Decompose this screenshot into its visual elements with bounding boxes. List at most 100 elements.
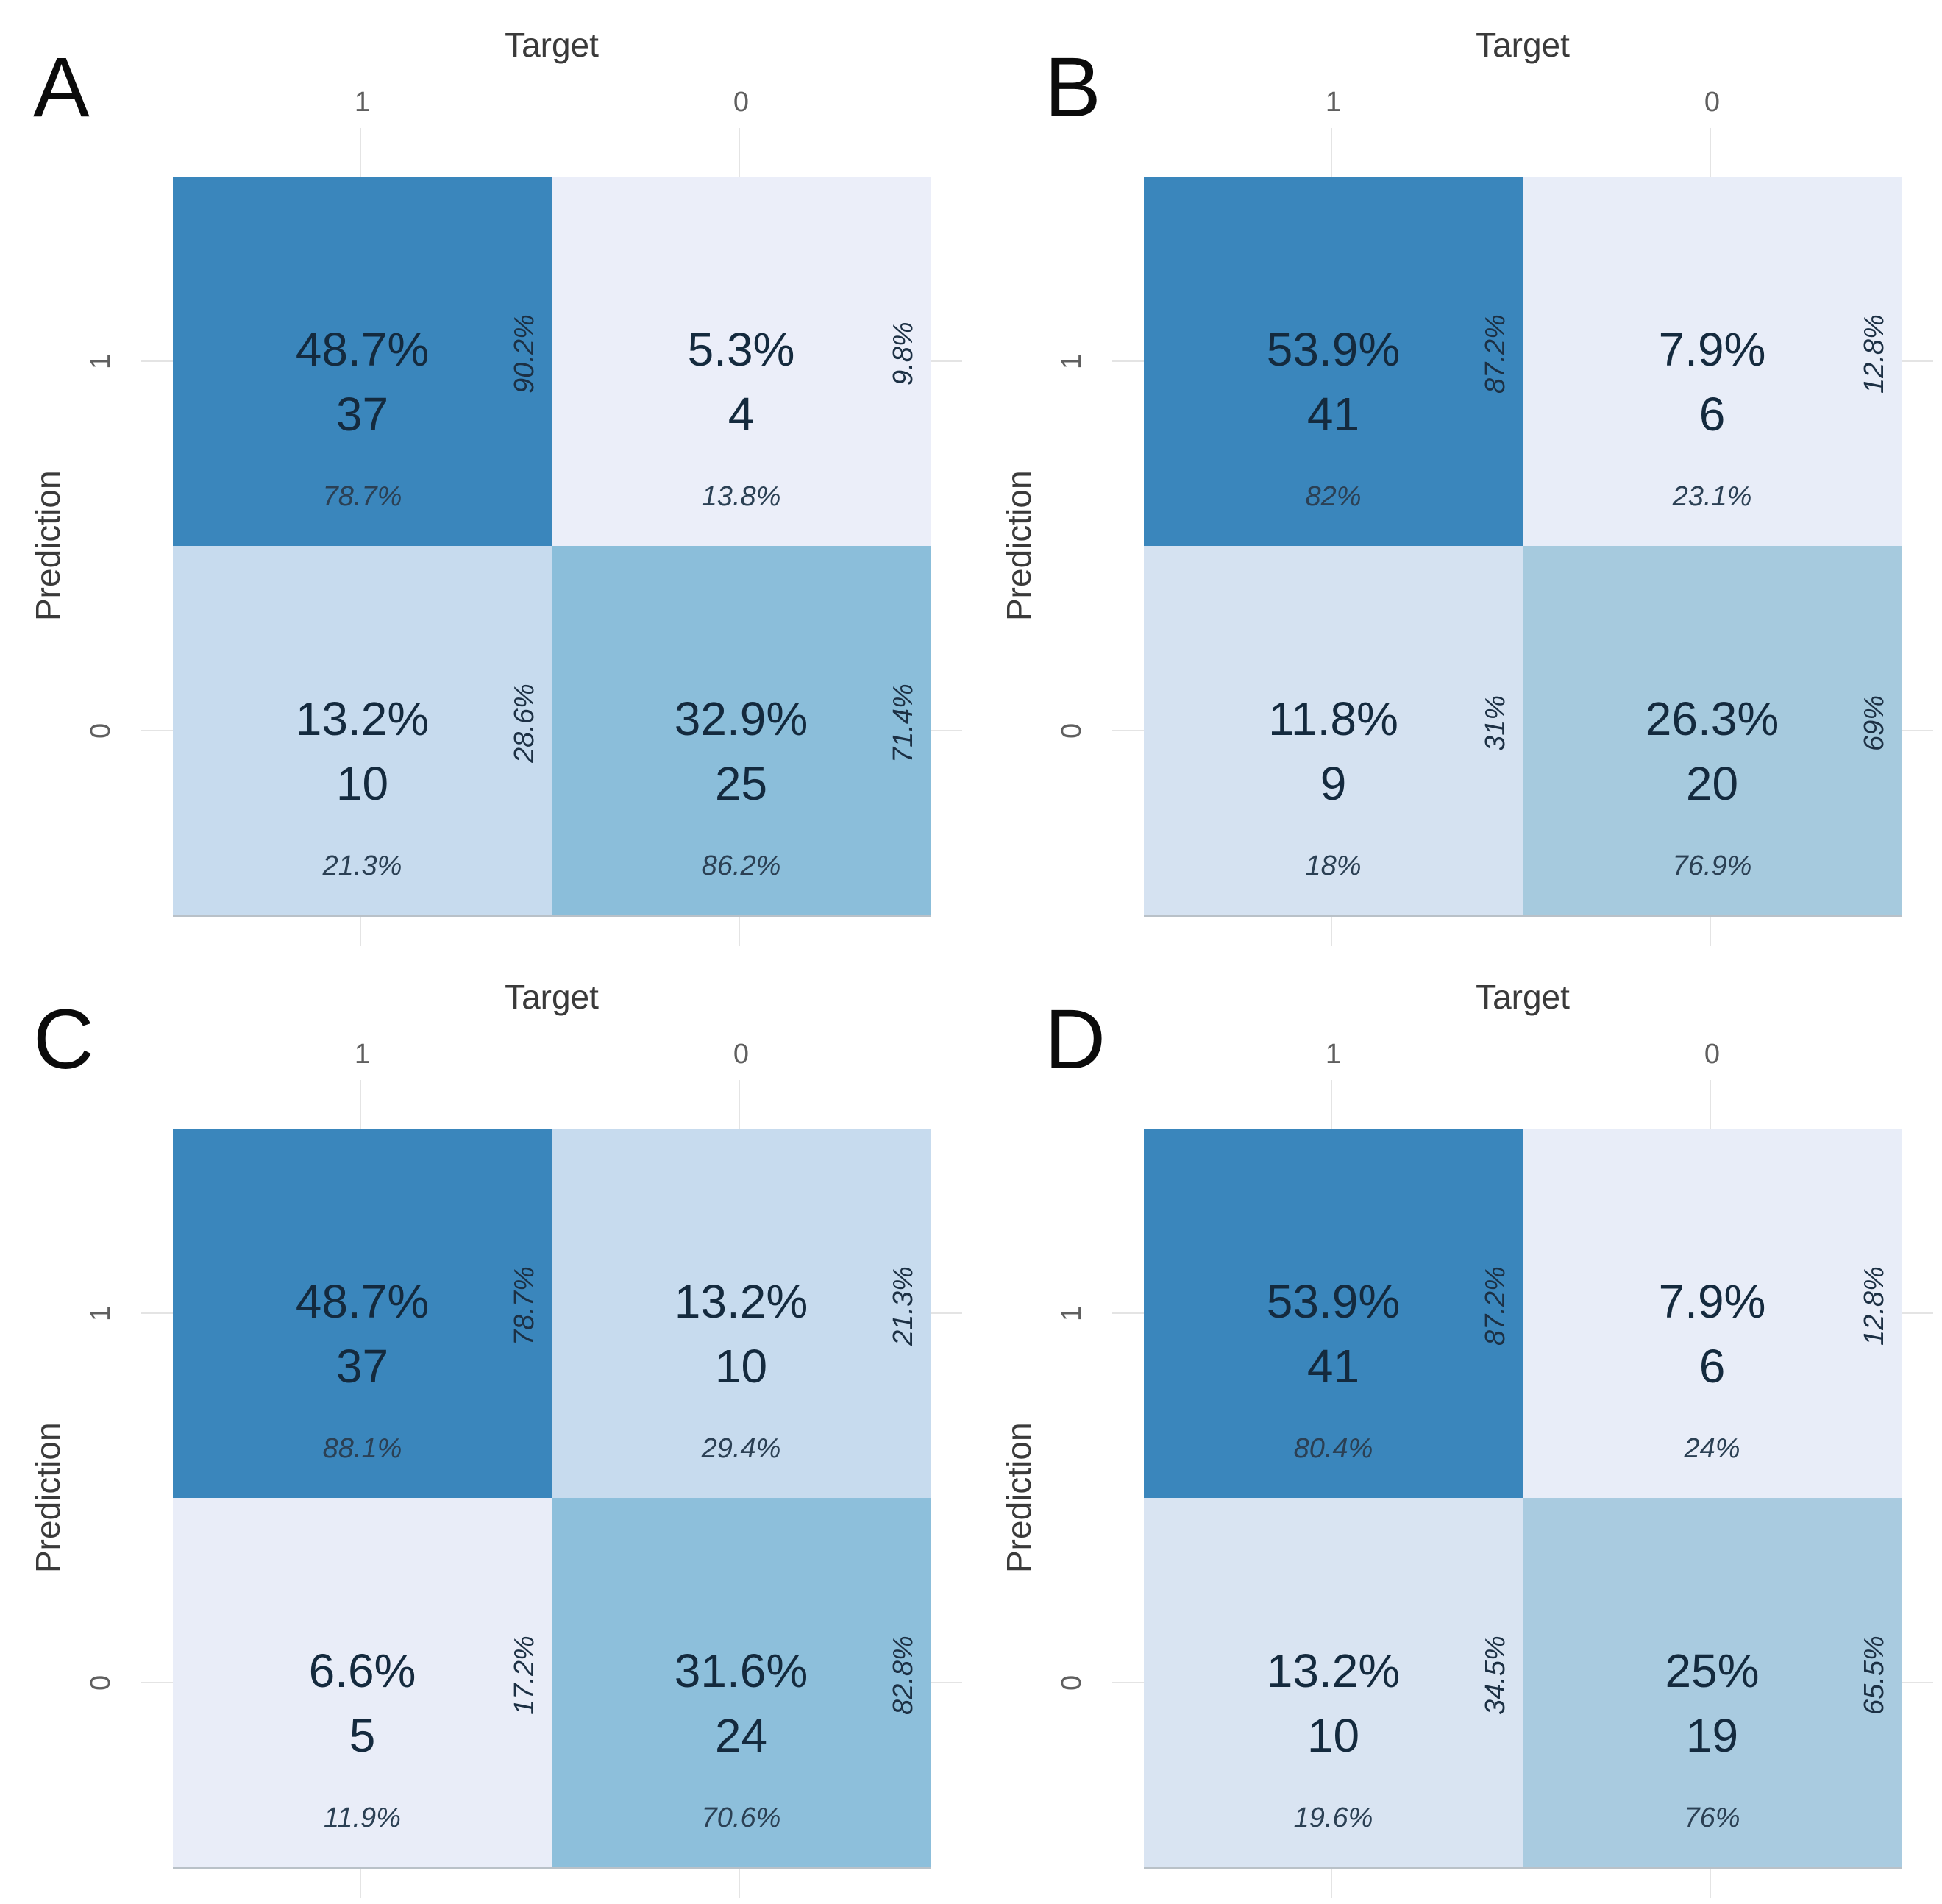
panel-b: B Target 1 0 Prediction 1 0 53.9% 41 87.…: [971, 0, 1942, 952]
matrix-cell: 48.7% 37 78.7% 88.1%: [173, 1129, 552, 1498]
matrix-cell: 31.6% 24 82.8% 70.6%: [552, 1498, 931, 1867]
matrix-cell: 48.7% 37 90.2% 78.7%: [173, 177, 552, 546]
matrix-cell: 25% 19 65.5% 76%: [1523, 1498, 1902, 1867]
axis-tick: [1112, 730, 1144, 731]
cell-percentage: 26.3%: [1645, 692, 1779, 745]
matrix-cell: 26.3% 20 69% 76.9%: [1523, 546, 1902, 915]
matrix-cell: 13.2% 10 28.6% 21.3%: [173, 546, 552, 915]
cell-row-share: 71.4%: [888, 683, 919, 763]
panel-label: D: [1045, 992, 1106, 1087]
axis-tick: [1710, 1869, 1711, 1898]
col-tick-label: 0: [1704, 1039, 1721, 1070]
matrix-cell: 6.6% 5 17.2% 11.9%: [173, 1498, 552, 1867]
x-axis-title: Target: [1476, 26, 1570, 64]
row-tick-label: 1: [1056, 353, 1087, 369]
axis-tick: [1331, 1869, 1332, 1898]
confusion-matrix: 53.9% 41 87.2% 82% 7.9% 6 12.8% 23.1% 11…: [1144, 177, 1902, 917]
col-tick-label: 1: [1325, 1039, 1342, 1070]
axis-tick: [360, 128, 361, 177]
cell-row-share: 65.5%: [1859, 1635, 1890, 1715]
y-axis-title: Prediction: [29, 1422, 67, 1574]
axis-tick: [739, 128, 740, 177]
cell-count: 37: [335, 388, 389, 441]
panel-label: C: [33, 992, 95, 1087]
matrix-cell: 7.9% 6 12.8% 23.1%: [1523, 177, 1902, 546]
cell-percentage: 5.3%: [687, 323, 795, 376]
cell-count: 24: [714, 1709, 768, 1762]
cell-row-share: 82.8%: [888, 1635, 919, 1715]
x-axis-title: Target: [505, 978, 599, 1016]
cell-percentage: 53.9%: [1266, 323, 1401, 376]
axis-tick: [1112, 1312, 1144, 1314]
cell-count: 6: [1699, 388, 1726, 441]
confusion-matrix: 48.7% 37 90.2% 78.7% 5.3% 4 9.8% 13.8% 1…: [173, 177, 931, 917]
axis-tick: [1331, 917, 1332, 946]
axis-tick: [1710, 917, 1711, 946]
cell-count: 41: [1306, 388, 1360, 441]
panel-d: D Target 1 0 Prediction 1 0 53.9% 41 87.…: [971, 952, 1942, 1904]
y-axis-title: Prediction: [1000, 1422, 1038, 1574]
cell-row-share: 78.7%: [509, 1266, 540, 1346]
panel-label: A: [33, 40, 90, 135]
col-tick-label: 0: [1704, 87, 1721, 118]
axis-tick: [739, 917, 740, 946]
axis-tick: [141, 1682, 173, 1683]
row-tick-label: 0: [1056, 1674, 1087, 1691]
cell-row-share: 17.2%: [509, 1635, 540, 1715]
matrix-cell: 53.9% 41 87.2% 82%: [1144, 177, 1523, 546]
cell-percentage: 32.9%: [674, 692, 808, 745]
cell-count: 10: [1306, 1709, 1360, 1762]
cell-percentage: 7.9%: [1658, 323, 1766, 376]
y-axis-title: Prediction: [29, 470, 67, 622]
cell-col-share: 21.3%: [322, 850, 402, 881]
row-tick-label: 1: [1056, 1305, 1087, 1321]
confusion-matrix: 53.9% 41 87.2% 80.4% 7.9% 6 12.8% 24% 13…: [1144, 1129, 1902, 1869]
panel-c: C Target 1 0 Prediction 1 0 48.7% 37 78.…: [0, 952, 971, 1904]
cell-row-share: 28.6%: [509, 683, 540, 763]
confusion-matrix: 48.7% 37 78.7% 88.1% 13.2% 10 21.3% 29.4…: [173, 1129, 931, 1869]
axis-tick: [739, 1869, 740, 1898]
cell-col-share: 13.8%: [701, 481, 781, 512]
cell-col-share: 76%: [1684, 1802, 1740, 1833]
axis-tick: [739, 1080, 740, 1129]
col-tick-label: 0: [733, 1039, 750, 1070]
cell-count: 6: [1699, 1340, 1726, 1393]
cell-row-share: 21.3%: [888, 1266, 919, 1346]
matrix-cell: 11.8% 9 31% 18%: [1144, 546, 1523, 915]
cell-row-share: 69%: [1859, 695, 1890, 752]
axis-tick: [1902, 1312, 1933, 1314]
matrix-cell: 7.9% 6 12.8% 24%: [1523, 1129, 1902, 1498]
cell-col-share: 18%: [1305, 850, 1362, 881]
x-axis-title: Target: [1476, 978, 1570, 1016]
row-tick-label: 0: [85, 1674, 116, 1691]
panel-label: B: [1045, 40, 1101, 135]
col-tick-label: 1: [1325, 87, 1342, 118]
cell-row-share: 31%: [1480, 695, 1511, 752]
cell-row-share: 87.2%: [1480, 314, 1511, 394]
axis-tick: [931, 730, 962, 731]
axis-tick: [360, 917, 361, 946]
cell-percentage: 53.9%: [1266, 1275, 1401, 1328]
cell-count: 9: [1320, 757, 1347, 810]
cell-row-share: 87.2%: [1480, 1266, 1511, 1346]
axis-tick: [1902, 360, 1933, 362]
cell-col-share: 29.4%: [701, 1433, 781, 1464]
matrix-cell: 53.9% 41 87.2% 80.4%: [1144, 1129, 1523, 1498]
cell-col-share: 80.4%: [1293, 1433, 1373, 1464]
axis-tick: [141, 360, 173, 362]
cell-count: 37: [335, 1340, 389, 1393]
cell-count: 25: [714, 757, 768, 810]
axis-tick: [360, 1080, 361, 1129]
col-tick-label: 1: [354, 87, 371, 118]
cell-percentage: 13.2%: [1266, 1644, 1401, 1697]
cell-count: 19: [1685, 1709, 1739, 1762]
cell-count: 41: [1306, 1340, 1360, 1393]
axis-tick: [1112, 360, 1144, 362]
axis-tick: [1710, 1080, 1711, 1129]
cell-row-share: 12.8%: [1859, 314, 1890, 394]
row-tick-label: 0: [1056, 722, 1087, 739]
matrix-cell: 5.3% 4 9.8% 13.8%: [552, 177, 931, 546]
axis-tick: [1331, 128, 1332, 177]
cell-percentage: 48.7%: [295, 323, 430, 376]
